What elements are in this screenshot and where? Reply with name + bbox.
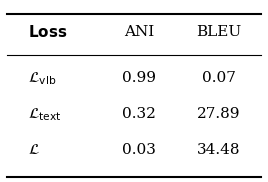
Text: 34.48: 34.48	[197, 143, 241, 157]
Text: 0.99: 0.99	[122, 72, 156, 86]
Text: 0.07: 0.07	[202, 72, 236, 86]
Text: $\mathbf{Loss}$: $\mathbf{Loss}$	[28, 24, 68, 40]
Text: $\mathcal{L}_{\mathrm{text}}$: $\mathcal{L}_{\mathrm{text}}$	[28, 106, 62, 123]
Text: 0.03: 0.03	[122, 143, 156, 157]
Text: 27.89: 27.89	[197, 107, 241, 121]
Text: $\mathcal{L}_{\mathrm{vlb}}$: $\mathcal{L}_{\mathrm{vlb}}$	[28, 70, 56, 87]
Text: ANI: ANI	[124, 25, 154, 39]
Text: BLEU: BLEU	[196, 25, 241, 39]
Text: 0.32: 0.32	[122, 107, 156, 121]
Text: $\mathcal{L}$: $\mathcal{L}$	[28, 143, 40, 157]
